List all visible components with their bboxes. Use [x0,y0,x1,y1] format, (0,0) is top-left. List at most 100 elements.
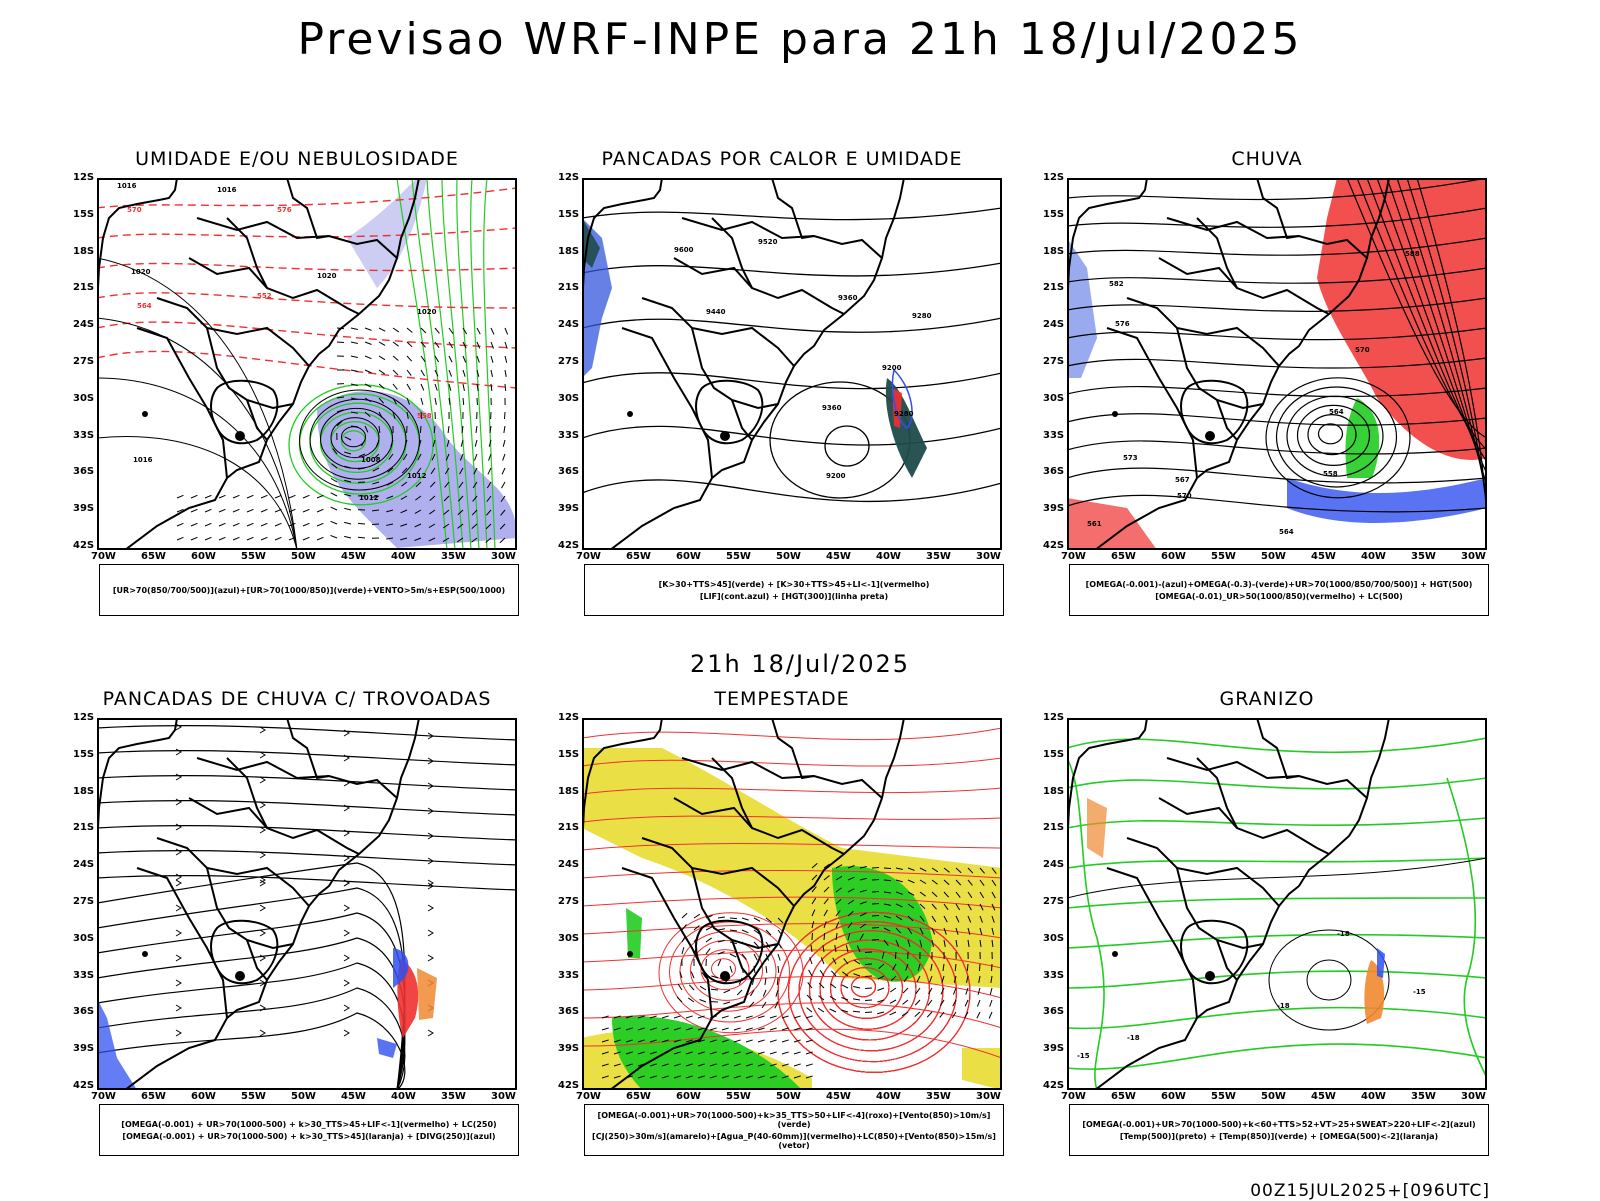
lat-tick-label: 15S [73,748,95,760]
contour-label: 1012 [407,472,427,480]
lon-tick-label: 60W [191,551,216,562]
lon-tick-label: 35W [1411,551,1436,562]
contour-label: -18 [1127,1034,1140,1042]
lat-tick-label: 15S [1043,208,1065,220]
lon-tick-label: 40W [391,1091,416,1102]
lat-tick-label: 27S [558,896,580,907]
lat-tick-label: 12S [1043,712,1065,723]
mid-date-label: 21h 18/Jul/2025 [689,650,911,678]
contour-label: 558 [417,412,432,420]
map-svg [97,718,517,1090]
lat-tick-label: 42S [73,1080,95,1091]
lat-tick-label: 33S [558,969,580,981]
contour-label: 9200 [826,472,846,480]
lat-tick-label: 12S [73,712,95,723]
lat-tick-label: 24S [73,859,95,871]
lon-tick-label: 60W [676,551,701,562]
coastline [97,718,420,1090]
lat-tick-label: 30S [558,392,580,404]
legend-box: [OMEGA(-0.001) + UR>70(1000-500) + k>30_… [99,1104,519,1156]
lon-tick-label: 35W [926,551,951,562]
lat-tick-label: 42S [1043,540,1065,551]
lon-tick-label: 40W [876,551,901,562]
lat-tick-label: 12S [73,172,95,183]
legend-line: [OMEGA(-0.001) + UR>70(1000-500) + k>30_… [121,1119,497,1129]
lat-tick-label: 33S [1043,969,1065,981]
lat-tick-label: 33S [73,429,95,441]
lon-tick-label: 40W [1361,1091,1386,1102]
contour-label: 564 [137,302,152,310]
lat-tick-label: 27S [1043,896,1065,907]
lat-tick-label: 18S [558,785,580,797]
map-plot: 9600 9520 9440 9360 9280 9200 9360 9280 9200 [582,178,1002,550]
contour-label: 552 [257,292,272,300]
legend-box: [OMEGA(-0.001)+UR>70(1000-500)+k<60+TTS>… [1069,1104,1489,1156]
map-svg [582,718,1002,1090]
map-svg: 1016 1016 1020 1020 1020 1012 1008 1012 1016 570 5… [97,178,517,550]
lat-tick-label: 24S [73,319,95,331]
lat-tick-label: 39S [73,1043,95,1055]
lon-tick-label: 70W [576,1091,601,1102]
lon-tick-label: 45W [341,1091,366,1102]
map-plot: -18 -15 -18 -18 -15 [1067,718,1487,1090]
panel-umidade: UMIDADE E/OU NEBULOSIDADE 1016 1016 1020 102… [57,148,537,638]
map-plot [97,718,517,1090]
lat-tick-label: 30S [73,392,95,404]
lon-tick-label: 65W [141,551,166,562]
legend-line: [UR>70(850/700/500)](azul)+[UR>70(1000/8… [112,585,506,595]
lat-tick-label: 30S [1043,932,1065,944]
legend-line: [OMEGA(-0.01)_UR>50(1000/850)(vermelho) … [1155,591,1403,601]
contour-label: 570 [1177,492,1192,500]
lat-tick-label: 36S [73,466,95,478]
lon-tick-label: 45W [826,551,851,562]
map-plot [582,718,1002,1090]
contour-label: -18 [1337,930,1350,938]
lon-tick-label: 40W [1361,551,1386,562]
panel-pancadas-calor: PANCADAS POR CALOR E UMIDADE 9600 9520 9440… [542,148,1022,638]
lon-tick-label: 65W [1111,551,1136,562]
lat-tick-label: 18S [73,245,95,257]
lon-tick-label: 30W [976,1091,1001,1102]
lon-tick-label: 65W [626,1091,651,1102]
contour-label: 9360 [838,294,858,302]
lat-tick-label: 39S [558,1043,580,1055]
lon-tick-label: 30W [1461,551,1486,562]
contour-label: 564 [1279,528,1294,536]
lat-tick-label: 30S [1043,392,1065,404]
lon-tick-label: 50W [1261,551,1286,562]
lat-tick-label: 39S [73,503,95,515]
lat-tick-label: 33S [73,969,95,981]
panel-title: GRANIZO [1219,688,1315,710]
lon-tick-label: 60W [1161,551,1186,562]
coastline [97,178,420,550]
legend-line: [OMEGA(-0.001)-(azul)+OMEGA(-0.3)-(verde… [1085,579,1473,589]
legend-line: [Temp(500)](preto) + [Temp(850)](verde) … [1119,1131,1439,1141]
legend-box: [K>30+TTS>45](verde) + [K>30+TTS>45+LI<-… [584,564,1004,616]
panel-title: UMIDADE E/OU NEBULOSIDADE [135,148,459,170]
lat-tick-label: 27S [1043,356,1065,367]
contour-label: 561 [1087,520,1102,528]
lon-tick-label: 35W [1411,1091,1436,1102]
lat-tick-label: 18S [558,245,580,257]
lat-tick-label: 15S [558,748,580,760]
lon-tick-label: 45W [341,551,366,562]
map-svg: 588 582 576 570 564 558 573 567 561 570 564 [1067,178,1487,550]
contour-label: 588 [1405,250,1420,258]
legend-line: [OMEGA(-0.001)+UR>70(1000-500)+k>35_TTS>… [597,1110,991,1129]
lat-tick-label: 21S [1043,282,1065,294]
lat-tick-label: 36S [558,466,580,478]
lon-tick-label: 55W [726,1091,751,1102]
lat-tick-label: 39S [558,503,580,515]
lon-tick-label: 45W [1311,551,1336,562]
main-title: Previsao WRF-INPE para 21h 18/Jul/2025 [297,14,1303,65]
lon-tick-label: 55W [241,551,266,562]
lat-tick-label: 21S [1043,822,1065,834]
lat-tick-label: 12S [558,712,580,723]
lat-tick-label: 30S [558,932,580,944]
lon-tick-label: 50W [776,551,801,562]
lat-tick-label: 27S [558,356,580,367]
lon-tick-label: 45W [826,1091,851,1102]
lat-tick-label: 21S [73,282,95,294]
lon-tick-label: 35W [926,1091,951,1102]
lon-tick-label: 30W [491,551,516,562]
